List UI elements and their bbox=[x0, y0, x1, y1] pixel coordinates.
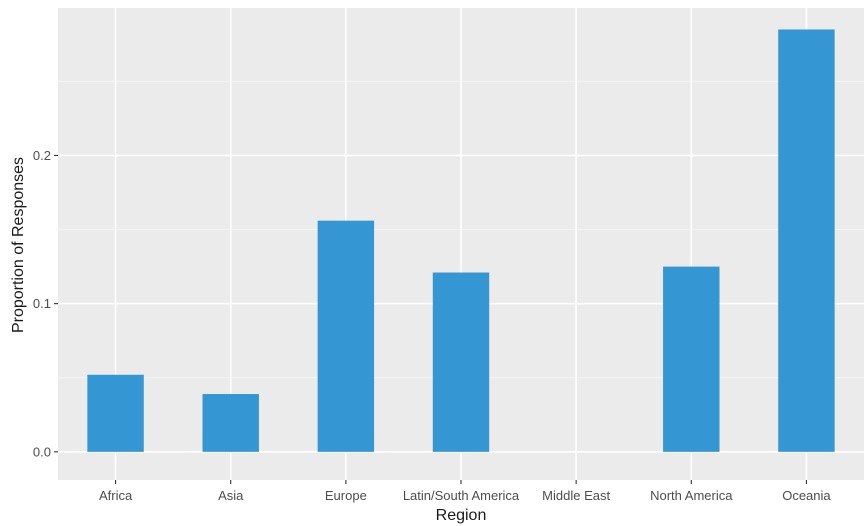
x-tick-label: Europe bbox=[325, 488, 367, 503]
x-tick-label: North America bbox=[650, 488, 733, 503]
x-tick-label: Latin/South America bbox=[403, 488, 520, 503]
bar bbox=[317, 220, 375, 452]
y-tick-label: 0.0 bbox=[33, 444, 51, 459]
y-axis: 0.0 0.1 0.2 bbox=[33, 148, 58, 459]
y-tick-label: 0.2 bbox=[33, 148, 51, 163]
x-tick-label: Africa bbox=[99, 488, 133, 503]
y-tick-label: 0.1 bbox=[33, 296, 51, 311]
x-tick-label: Oceania bbox=[782, 488, 831, 503]
y-axis-title: Proportion of Responses bbox=[10, 157, 27, 333]
bar bbox=[663, 266, 720, 452]
x-axis-title: Region bbox=[436, 507, 487, 524]
bar bbox=[778, 29, 835, 452]
x-tick-label: Asia bbox=[218, 488, 244, 503]
x-axis: Africa Asia Europe Latin/South America Middl… bbox=[99, 480, 831, 503]
bars bbox=[87, 29, 835, 452]
bar bbox=[432, 272, 490, 452]
bar bbox=[87, 374, 144, 452]
x-tick-label: Middle East bbox=[542, 488, 610, 503]
bar bbox=[202, 394, 259, 452]
